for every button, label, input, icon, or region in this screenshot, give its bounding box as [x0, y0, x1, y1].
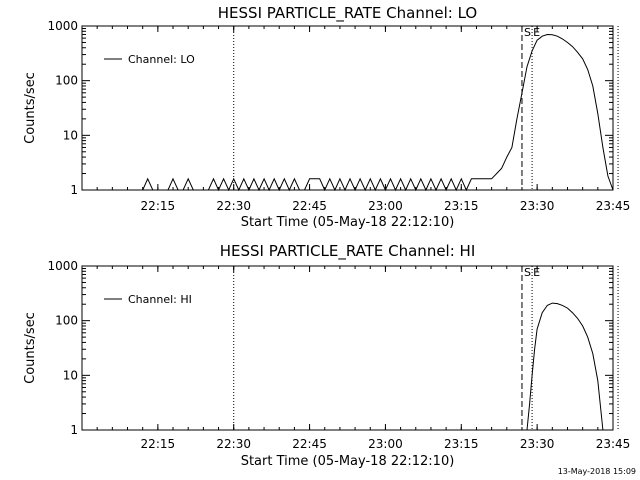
x-tick-label: 23:00 [368, 199, 403, 213]
footer-timestamp: 13-May-2018 15:09 [558, 467, 636, 476]
y-tick-label: 1000 [47, 19, 78, 33]
y-tick-label: 1 [70, 423, 78, 437]
y-tick-label: 10 [63, 128, 78, 142]
marker-label-e: E [533, 26, 540, 39]
marker-label-s: S [524, 266, 531, 279]
y-tick-label: 100 [55, 314, 78, 328]
x-tick-label: 23:45 [596, 199, 631, 213]
x-tick-label: 22:30 [216, 437, 251, 451]
y-tick-label: 100 [55, 74, 78, 88]
marker-label-s: S [524, 26, 531, 39]
x-axis-label: Start Time (05-May-18 22:12:10) [241, 215, 455, 230]
y-tick-label: 1000 [47, 259, 78, 273]
y-axis-label: Counts/sec [23, 72, 38, 144]
series-line [142, 33, 614, 192]
marker-label-e: E [533, 266, 540, 279]
y-axis-label: Counts/sec [23, 312, 38, 384]
plot-frame [81, 265, 614, 431]
x-tick-label: 23:30 [520, 199, 555, 213]
chart-title: HESSI PARTICLE_RATE Channel: HI [220, 242, 476, 261]
x-tick-label: 22:15 [141, 437, 176, 451]
x-tick-label: 22:45 [292, 437, 327, 451]
x-tick-label: 23:30 [520, 437, 555, 451]
series-line [526, 302, 604, 431]
x-tick-label: 23:00 [368, 437, 403, 451]
x-tick-label: 22:45 [292, 199, 327, 213]
x-tick-label: 23:15 [444, 199, 479, 213]
x-axis-label: Start Time (05-May-18 22:12:10) [241, 454, 455, 469]
chart-title: HESSI PARTICLE_RATE Channel: LO [218, 4, 477, 23]
chart-panel-hi: HESSI PARTICLE_RATE Channel: HI 22:15 22:3… [23, 242, 630, 469]
x-tick-label: 23:45 [596, 437, 631, 451]
y-tick-label: 1 [70, 183, 78, 197]
x-tick-label: 23:15 [444, 437, 479, 451]
y-tick-label: 10 [63, 368, 78, 382]
x-tick-label: 22:15 [141, 199, 176, 213]
plot-frame [81, 25, 614, 191]
x-tick-label: 22:30 [216, 199, 251, 213]
chart-panel-lo: HESSI PARTICLE_RATE Channel: LO 22:15 22:3… [23, 4, 630, 230]
legend-entry: Channel: LO [128, 53, 195, 66]
legend-entry: Channel: HI [128, 293, 192, 306]
